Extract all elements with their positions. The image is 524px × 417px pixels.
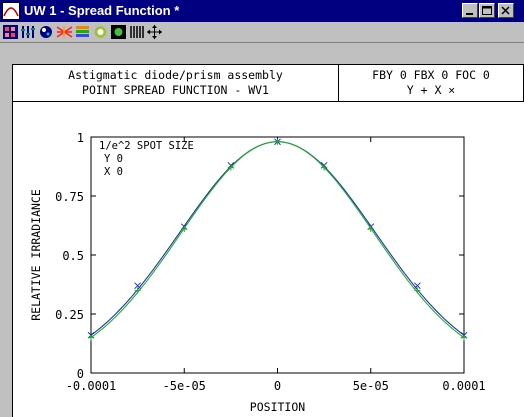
data-point-y <box>321 164 328 171</box>
header-left-panel: Astigmatic diode/prism assembly POINT SP… <box>13 65 339 101</box>
data-point-y <box>367 226 374 233</box>
minimize-icon <box>466 13 473 15</box>
app-icon[interactable] <box>2 2 20 20</box>
maximize-button[interactable] <box>479 3 495 18</box>
spot-icon[interactable] <box>92 24 109 40</box>
title-bar[interactable]: UW 1 - Spread Function * <box>0 0 524 22</box>
x-tick-label: -5e-05 <box>163 379 206 393</box>
close-icon <box>501 6 510 15</box>
x-axis-label: POSITION <box>250 400 305 414</box>
x-tick-label: 0.0001 <box>442 379 485 393</box>
rays-icon[interactable] <box>56 24 73 40</box>
data-point-y <box>414 287 421 294</box>
header-right-panel: FBY 0 FBX 0 FOC 0 Y + X × <box>339 65 523 104</box>
plot-frame <box>90 136 465 374</box>
x-tick-label: 5e-05 <box>353 379 389 393</box>
toolbar <box>0 22 524 43</box>
data-point-y <box>461 334 467 341</box>
minimize-button[interactable] <box>462 3 478 18</box>
data-point-y <box>227 164 234 171</box>
maximize-icon <box>482 6 492 15</box>
x-tick-label: -0.0001 <box>66 379 117 393</box>
monitor-icon[interactable] <box>110 24 127 40</box>
plot-area[interactable]: -0.0001 -5e-05 0 5e-05 0.0001 0 0.25 0.5 0.75 1 PO… <box>12 102 524 417</box>
legend-title: 1/e^2 SPOT SIZE <box>99 140 194 152</box>
palette-icon[interactable] <box>38 24 55 40</box>
plot-header: Astigmatic diode/prism assembly POINT SP… <box>12 64 524 102</box>
series-line-y <box>90 141 465 339</box>
y-tick-label: 0 <box>77 367 84 381</box>
y-tick-label: 1 <box>77 131 84 145</box>
y-axis-label: RELATIVE IRRADIANCE <box>29 189 43 321</box>
series-line-x <box>90 141 465 336</box>
color-bars-icon[interactable] <box>74 24 91 40</box>
legend-x-entry: X 0 <box>104 166 123 178</box>
window-title: UW 1 - Spread Function * <box>24 3 180 18</box>
close-button[interactable] <box>498 3 514 18</box>
data-point-y <box>181 226 188 233</box>
system-title: Astigmatic diode/prism assembly <box>68 68 283 82</box>
data-point-x <box>134 282 141 290</box>
data-point-x <box>414 282 421 290</box>
data-point-y <box>134 287 141 294</box>
field-settings: FBY 0 FBX 0 FOC 0 <box>372 68 490 82</box>
x-tick-label: 0 <box>274 379 281 393</box>
series-key: Y + X × <box>406 83 456 97</box>
y-tick-label: 0.25 <box>55 308 84 322</box>
legend-y-entry: Y 0 <box>104 153 123 165</box>
y-tick-label: 0.5 <box>62 249 84 263</box>
bars-icon[interactable] <box>128 24 145 40</box>
data-point-y <box>274 138 281 145</box>
y-tick-label: 0.75 <box>55 190 84 204</box>
psf-chart[interactable]: -0.0001 -5e-05 0 5e-05 0.0001 0 0.25 0.5 0.75 1 PO… <box>13 102 524 417</box>
move-icon[interactable] <box>146 24 163 40</box>
settings-arrows-icon[interactable] <box>20 24 37 40</box>
grid-color-icon[interactable] <box>2 24 19 40</box>
data-point-y <box>88 334 94 341</box>
plot-title: POINT SPREAD FUNCTION - WV1 <box>82 83 269 97</box>
